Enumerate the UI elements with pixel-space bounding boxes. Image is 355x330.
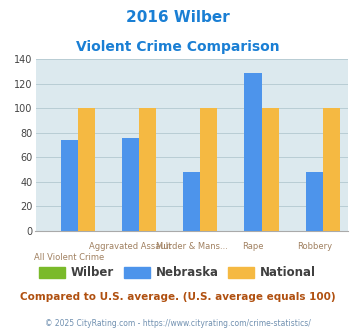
Bar [244, 73, 262, 231]
Text: Violent Crime Comparison: Violent Crime Comparison [76, 40, 279, 53]
Bar [323, 109, 340, 231]
Bar [61, 140, 78, 231]
Text: Robbery: Robbery [297, 242, 332, 251]
Bar [306, 172, 323, 231]
Text: 2016 Wilber: 2016 Wilber [126, 10, 229, 25]
Text: Compared to U.S. average. (U.S. average equals 100): Compared to U.S. average. (U.S. average … [20, 292, 335, 302]
Legend: Wilber, Nebraska, National: Wilber, Nebraska, National [34, 262, 321, 284]
Text: © 2025 CityRating.com - https://www.cityrating.com/crime-statistics/: © 2025 CityRating.com - https://www.city… [45, 319, 310, 328]
Bar [183, 172, 200, 231]
Bar [122, 138, 139, 231]
Bar [200, 109, 217, 231]
Text: Aggravated Assault: Aggravated Assault [89, 242, 171, 251]
Bar [262, 109, 279, 231]
Text: Rape: Rape [242, 242, 264, 251]
Text: All Violent Crime: All Violent Crime [34, 253, 104, 262]
Bar [139, 109, 156, 231]
Text: Murder & Mans...: Murder & Mans... [156, 242, 228, 251]
Bar [78, 109, 95, 231]
